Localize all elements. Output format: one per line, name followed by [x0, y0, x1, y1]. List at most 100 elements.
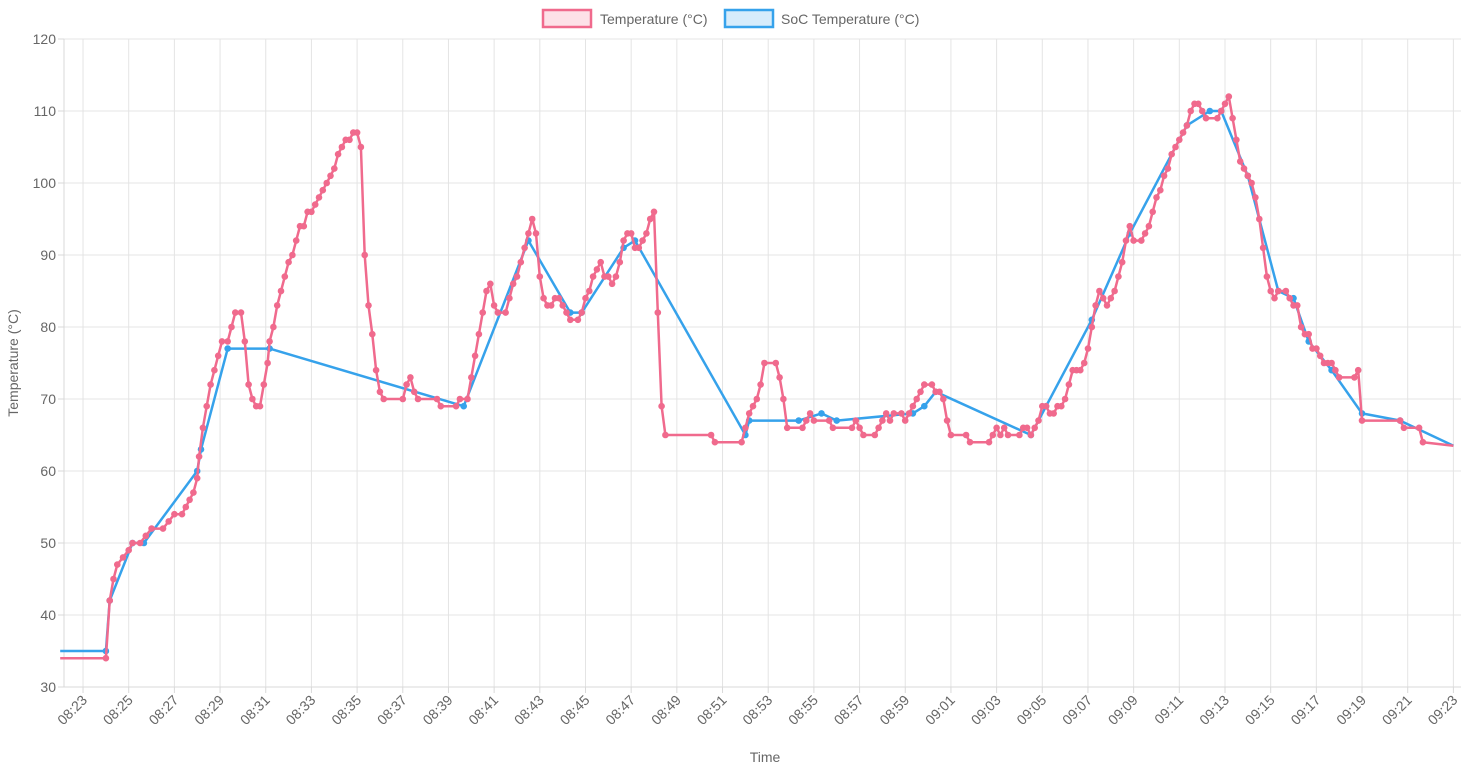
series-0-point[interactable]: [464, 395, 471, 403]
series-0-point[interactable]: [567, 316, 574, 324]
series-0-point[interactable]: [825, 417, 833, 424]
series-0-point[interactable]: [1172, 143, 1179, 151]
series-0-point[interactable]: [260, 381, 268, 388]
series-1-point[interactable]: [795, 417, 802, 424]
series-0-point[interactable]: [237, 309, 245, 316]
series-0-point[interactable]: [1263, 273, 1271, 280]
series-0-point[interactable]: [1115, 273, 1122, 280]
series-0-point[interactable]: [559, 302, 566, 309]
series-0-point[interactable]: [597, 258, 604, 266]
series-0-point[interactable]: [483, 287, 490, 295]
series-0-point[interactable]: [882, 410, 890, 417]
series-0-point[interactable]: [232, 309, 239, 316]
series-0-point[interactable]: [589, 273, 597, 280]
series-0-point[interactable]: [1050, 410, 1057, 417]
legend-item-temperature[interactable]: Temperature (°C): [541, 8, 708, 29]
series-0-point[interactable]: [525, 230, 532, 237]
series-0-point[interactable]: [308, 208, 315, 216]
series-0-point[interactable]: [190, 489, 197, 496]
series-0-point[interactable]: [528, 215, 536, 223]
series-0-point[interactable]: [129, 539, 136, 547]
series-0-point[interactable]: [148, 525, 155, 532]
series-0-point[interactable]: [369, 330, 376, 338]
series-0-point[interactable]: [186, 496, 193, 504]
series-0-point[interactable]: [1138, 237, 1145, 244]
series-0-point[interactable]: [1252, 194, 1259, 201]
series-0-point[interactable]: [1145, 222, 1153, 230]
series-0-point[interactable]: [266, 338, 273, 345]
series-0-point[interactable]: [399, 395, 407, 403]
series-0-point[interactable]: [620, 237, 627, 244]
series-0-point[interactable]: [943, 417, 951, 424]
series-0-point[interactable]: [207, 381, 214, 388]
series-0-point[interactable]: [376, 388, 384, 396]
series-1-point[interactable]: [921, 402, 928, 410]
series-0-point[interactable]: [810, 417, 818, 424]
series-0-point[interactable]: [745, 410, 753, 417]
series-0-point[interactable]: [829, 424, 837, 432]
series-0-point[interactable]: [1000, 424, 1008, 432]
series-0-point[interactable]: [662, 431, 669, 439]
series-0-point[interactable]: [285, 258, 292, 266]
series-0-point[interactable]: [1099, 294, 1107, 302]
series-0-point[interactable]: [509, 280, 517, 288]
series-0-point[interactable]: [658, 402, 665, 410]
series-0-point[interactable]: [707, 431, 715, 439]
series-0-point[interactable]: [353, 129, 361, 136]
series-0-point[interactable]: [319, 186, 327, 194]
series-0-point[interactable]: [1092, 302, 1099, 309]
series-0-point[interactable]: [989, 431, 997, 439]
series-0-point[interactable]: [1198, 107, 1206, 115]
series-0-point[interactable]: [985, 438, 993, 446]
series-0-point[interactable]: [1164, 165, 1172, 172]
series-0-point[interactable]: [1214, 114, 1221, 122]
series-0-point[interactable]: [471, 352, 479, 360]
series-0-point[interactable]: [372, 366, 380, 374]
series-0-point[interactable]: [327, 172, 334, 180]
series-0-point[interactable]: [414, 395, 422, 403]
series-0-point[interactable]: [886, 417, 894, 424]
series-0-point[interactable]: [1419, 438, 1427, 446]
series-0-point[interactable]: [1111, 287, 1118, 295]
series-1-point[interactable]: [460, 402, 468, 410]
series-0-point[interactable]: [928, 381, 936, 388]
series-0-point[interactable]: [1065, 381, 1073, 388]
series-0-point[interactable]: [110, 575, 117, 583]
series-0-point[interactable]: [1004, 431, 1012, 439]
series-0-point[interactable]: [962, 431, 970, 439]
series-0-point[interactable]: [1286, 294, 1293, 302]
legend-item-soc-temperature[interactable]: SoC Temperature (°C): [723, 8, 919, 29]
series-0-point[interactable]: [468, 374, 475, 381]
series-0-point[interactable]: [289, 251, 296, 259]
series-0-point[interactable]: [311, 201, 319, 208]
series-0-point[interactable]: [1233, 136, 1240, 144]
series-0-point[interactable]: [940, 395, 947, 403]
series-0-point[interactable]: [357, 143, 365, 151]
series-0-point[interactable]: [905, 410, 913, 417]
series-0-point[interactable]: [506, 294, 513, 302]
series-0-point[interactable]: [1313, 345, 1320, 352]
series-0-point[interactable]: [605, 273, 612, 280]
series-0-point[interactable]: [738, 438, 745, 446]
series-0-point[interactable]: [966, 438, 974, 446]
series-0-point[interactable]: [410, 388, 418, 396]
series-0-point[interactable]: [106, 597, 113, 604]
series-0-point[interactable]: [574, 316, 582, 324]
series-0-point[interactable]: [1157, 186, 1164, 194]
series-0-point[interactable]: [365, 302, 372, 309]
series-0-point[interactable]: [753, 395, 761, 403]
series-0-point[interactable]: [1400, 424, 1408, 432]
series-0-point[interactable]: [852, 417, 860, 424]
series-0-point[interactable]: [1061, 395, 1069, 403]
series-0-point[interactable]: [997, 431, 1004, 439]
series-0-point[interactable]: [199, 424, 207, 432]
series-0-point[interactable]: [921, 381, 928, 388]
series-0-point[interactable]: [1107, 294, 1115, 302]
series-0-point[interactable]: [241, 338, 249, 345]
series-0-point[interactable]: [639, 237, 646, 244]
series-0-point[interactable]: [214, 352, 222, 360]
series-0-point[interactable]: [749, 402, 757, 410]
series-0-point[interactable]: [1187, 107, 1194, 115]
series-0-point[interactable]: [119, 554, 127, 561]
series-0-point[interactable]: [1103, 302, 1111, 309]
